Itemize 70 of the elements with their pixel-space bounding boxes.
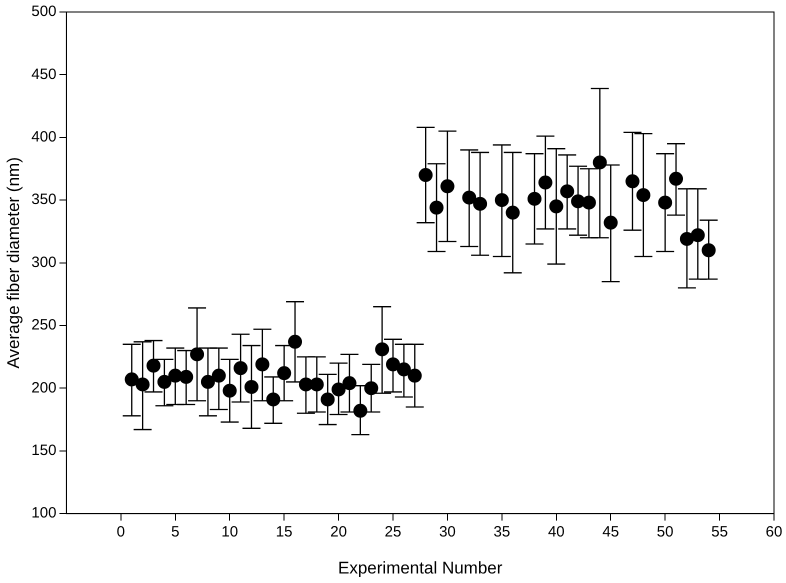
point: [680, 232, 694, 246]
point: [332, 382, 346, 396]
point: [506, 206, 520, 220]
y-tick-label: 250: [31, 316, 56, 334]
point: [528, 192, 542, 206]
point: [386, 357, 400, 372]
point: [212, 368, 226, 383]
y-tick-label: 350: [31, 191, 56, 208]
point: [690, 228, 705, 242]
point: [364, 381, 378, 396]
x-tick-label: 10: [221, 524, 238, 541]
point: [408, 368, 422, 383]
x-tick-label: 55: [711, 524, 728, 541]
point: [353, 404, 368, 418]
x-tick-label: 15: [276, 524, 292, 541]
point: [375, 342, 390, 356]
point: [658, 196, 672, 210]
point: [320, 392, 335, 406]
x-tick-label: 30: [439, 524, 456, 541]
point: [440, 179, 454, 194]
x-tick-label: 60: [766, 524, 782, 541]
point: [136, 377, 150, 392]
point: [396, 362, 411, 376]
x-tick-label: 20: [330, 524, 347, 541]
y-tick-label: 100: [31, 504, 56, 522]
y-tick-label: 500: [31, 3, 56, 20]
point: [625, 174, 640, 188]
point: [124, 372, 139, 386]
x-tick-label: 0: [116, 524, 126, 541]
y-axis-title: Average fiber diameter (nm): [4, 157, 23, 368]
point: [342, 376, 356, 390]
y-tick-label: 450: [31, 66, 56, 83]
point: [669, 172, 684, 186]
x-tick-label: 50: [656, 524, 674, 541]
point: [200, 374, 215, 389]
x-tick-label: 25: [384, 524, 402, 541]
point: [179, 370, 194, 384]
point: [430, 200, 444, 215]
point: [244, 380, 258, 394]
point: [538, 176, 552, 190]
point: [157, 374, 172, 389]
x-axis-title: Experimental Number: [338, 558, 503, 578]
point: [494, 193, 509, 208]
point: [604, 216, 618, 230]
point: [473, 196, 488, 211]
y-tick-label: 300: [31, 254, 56, 271]
point: [266, 392, 280, 406]
x-tick-label: 40: [548, 524, 565, 541]
point: [222, 384, 237, 398]
point: [592, 155, 607, 170]
point: [636, 188, 650, 202]
point: [418, 168, 433, 182]
point: [146, 358, 161, 373]
x-tick-label: 35: [494, 524, 510, 541]
point: [288, 334, 302, 349]
point: [702, 243, 716, 258]
x-tick-label: 45: [602, 524, 620, 541]
point: [310, 377, 324, 392]
point: [234, 361, 248, 376]
point: [582, 196, 596, 210]
y-tick-label: 200: [31, 379, 56, 396]
point: [255, 357, 270, 372]
y-tick-label: 150: [31, 442, 56, 460]
point: [190, 347, 204, 362]
point: [462, 190, 476, 205]
point: [549, 199, 564, 214]
x-tick-label: 5: [171, 524, 180, 541]
y-tick-label: 400: [31, 128, 56, 146]
point: [277, 366, 292, 380]
point: [560, 184, 574, 198]
